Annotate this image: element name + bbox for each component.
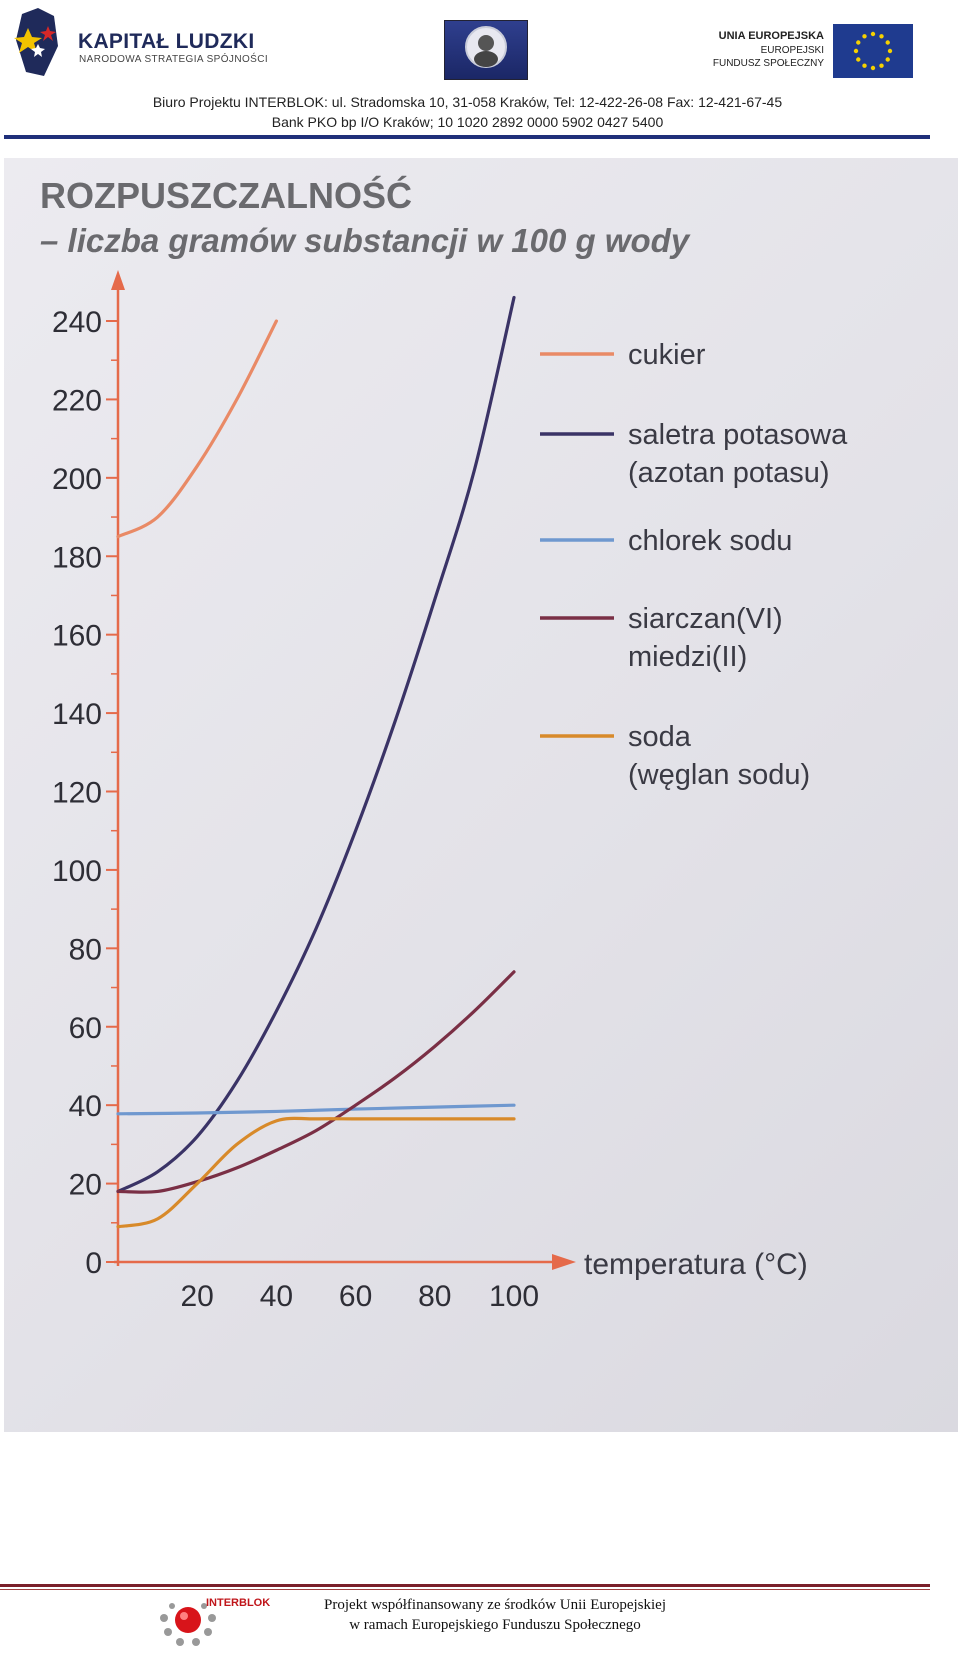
y-tick-label: 0 [85, 1247, 102, 1280]
eu-star-icon [856, 40, 861, 45]
eu-star-icon [887, 48, 893, 54]
kapital-ludzki-logo-icon [14, 8, 58, 76]
eu-star-icon [856, 57, 861, 62]
legend-label-line: chlorek sodu [628, 525, 792, 557]
footer-line-2: w ramach Europejskiego Funduszu Społeczn… [349, 1617, 641, 1633]
y-axis-arrow-icon [111, 270, 125, 290]
y-tick-label: 80 [69, 933, 102, 966]
eu-star-icon [885, 40, 890, 45]
y-tick-label: 100 [52, 855, 102, 888]
address-line-1: Biuro Projektu INTERBLOK: ul. Stradomska… [152, 94, 783, 110]
header-divider [4, 135, 930, 139]
x-tick-label: 20 [181, 1280, 214, 1313]
address-line-2: Bank PKO bp I/O Kraków; 10 1020 2892 000… [271, 114, 664, 130]
legend-label-line: soda [628, 721, 692, 753]
legend-label: siarczan(VI) miedzi(II) [628, 603, 783, 673]
eu-star-icon [870, 65, 876, 71]
y-tick-label: 180 [52, 541, 102, 574]
series-line [116, 319, 278, 539]
eu-star-icon [862, 34, 867, 39]
series-line [116, 295, 516, 1194]
ue-title: UNIA EUROPEJSKA [718, 30, 824, 42]
eu-star-icon [862, 63, 867, 68]
legend-label-line: cukier [628, 339, 706, 371]
x-axis-arrow-icon [552, 1254, 576, 1270]
chart-title: ROZPUSZCZALNOŚĆ [40, 174, 412, 216]
legend-label-line: (azotan potasu) [628, 457, 830, 489]
footer-line-1: Projekt współfinansowany ze środków Unii… [323, 1597, 667, 1613]
solubility-chart: ROZPUSZCZALNOŚĆ – liczba gramów substanc… [40, 174, 848, 1313]
y-tick-label: 120 [52, 777, 102, 810]
legend-label: saletra potasowa (azotan potasu) [628, 419, 848, 489]
chart-subtitle: – liczba gramów substancji w 100 g wody [40, 222, 691, 259]
y-tick-label: 220 [52, 384, 102, 417]
x-tick-label: 40 [260, 1280, 293, 1313]
x-tick-label: 60 [339, 1280, 372, 1313]
legend-label: soda (węglan sodu) [628, 721, 810, 791]
series-line [116, 1103, 516, 1116]
x-tick-label: 100 [489, 1280, 539, 1313]
footer-divider-thin [0, 1589, 930, 1590]
eu-star-icon [870, 31, 876, 37]
ue-line2: EUROPEJSKI [760, 45, 824, 56]
eu-star-icon [879, 34, 884, 39]
y-tick-label: 140 [52, 698, 102, 731]
series-line [116, 1116, 516, 1229]
ue-line3: FUNDUSZ SPOŁECZNY [712, 58, 824, 69]
y-tick-label: 240 [52, 306, 102, 339]
logo-subtitle: NARODOWA STRATEGIA SPÓJNOŚCI [79, 54, 269, 65]
series-line [116, 970, 516, 1194]
y-tick-label: 200 [52, 463, 102, 496]
y-tick-label: 40 [69, 1090, 102, 1123]
eu-star-icon [853, 48, 859, 54]
x-axis-label: temperatura (°C) [584, 1248, 808, 1281]
y-tick-label: 60 [69, 1012, 102, 1045]
portrait-emblem-icon [444, 20, 528, 80]
chart-photo: ROZPUSZCZALNOŚĆ – liczba gramów substanc… [4, 158, 958, 1432]
interblok-logo-text: INTERBLOK [206, 1597, 271, 1609]
interblok-logo-icon [160, 1603, 216, 1646]
legend-label: cukier [628, 339, 706, 371]
footer-divider [0, 1584, 930, 1587]
portrait-medallion-icon [465, 26, 507, 68]
logo-title: KAPITAŁ LUDZKI [78, 30, 255, 53]
legend-label: chlorek sodu [628, 525, 792, 557]
y-tick-label: 20 [69, 1169, 102, 1202]
eu-star-icon [879, 63, 884, 68]
legend-label-line: miedzi(II) [628, 641, 747, 673]
eu-star-icon [885, 57, 890, 62]
legend-label-line: saletra potasowa [628, 419, 848, 451]
y-tick-label: 160 [52, 620, 102, 653]
legend-label-line: siarczan(VI) [628, 603, 783, 635]
legend-label-line: (węglan sodu) [628, 759, 810, 791]
eu-flag-icon [833, 24, 913, 78]
x-tick-label: 80 [418, 1280, 451, 1313]
